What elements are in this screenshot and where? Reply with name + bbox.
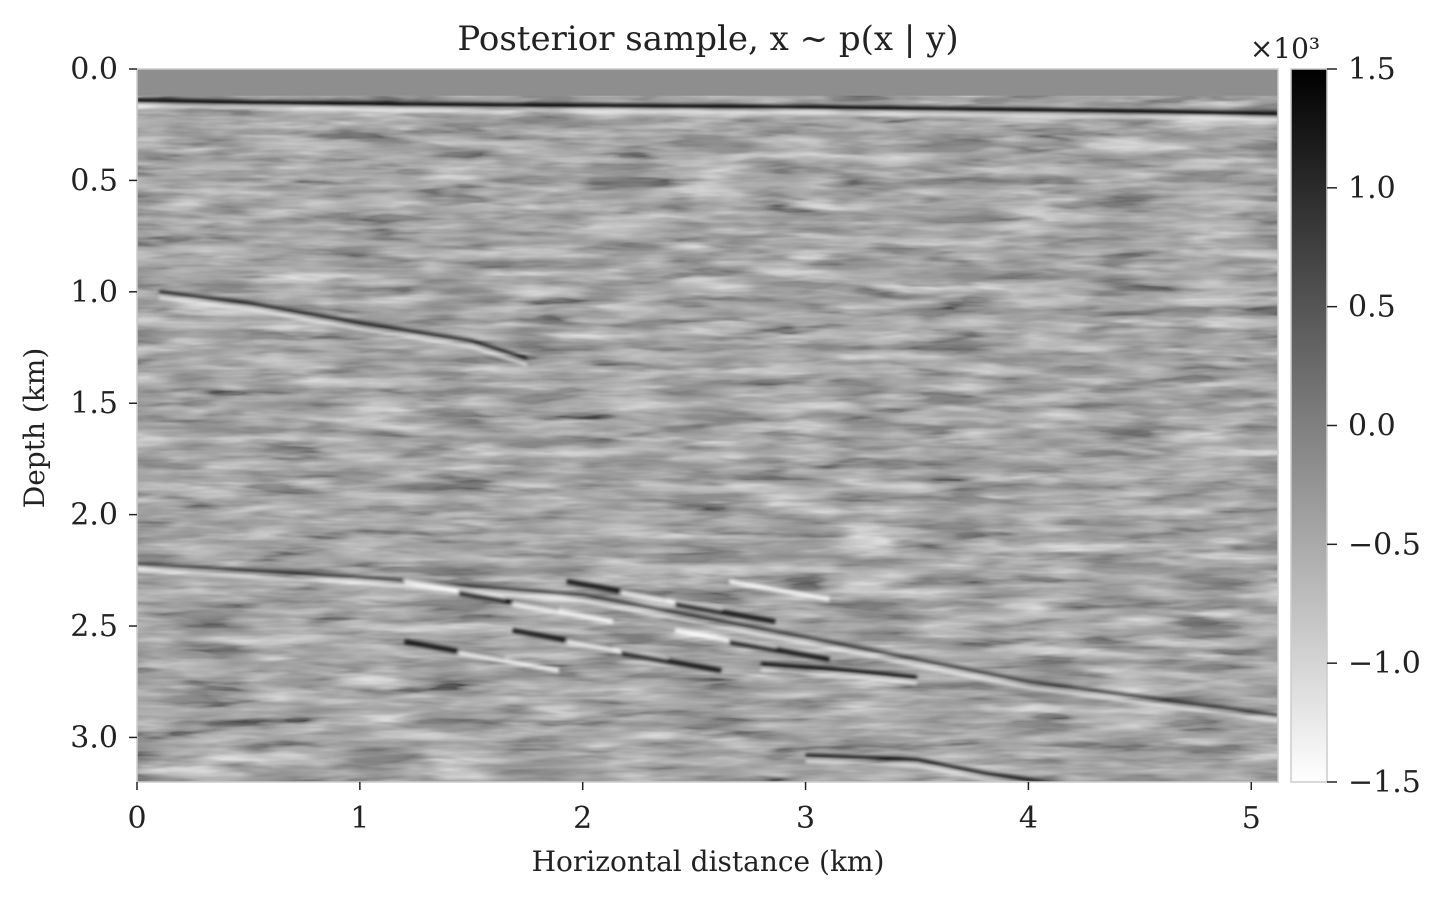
y-axis-ticks: 0.0 0.5 1.0 1.5 2.0 2.5 3.0 — [70, 52, 137, 755]
reflector-layer — [137, 98, 1278, 782]
bright-zone-streak — [458, 650, 560, 674]
heatmap-image — [137, 69, 1278, 782]
colorbar: 1.5 1.0 0.5 0.0 −0.5 −1.0 −1.5 ×10³ — [1250, 32, 1421, 800]
x-tick-label: 5 — [1242, 801, 1261, 836]
x-axis-ticks: 0 1 2 3 4 5 — [127, 782, 1261, 836]
reflector-dark-4 — [805, 753, 1057, 782]
y-tick-label: 3.0 — [70, 720, 118, 755]
y-tick-label: 2.0 — [70, 498, 118, 533]
bright-zone-streak — [674, 601, 776, 625]
reflector-light-0 — [137, 104, 1278, 122]
reflector-dark-3 — [760, 661, 918, 680]
plot-frame — [136, 68, 1279, 783]
chart-title: Posterior sample, x ~ p(x | y) — [457, 19, 958, 59]
colorbar-tick-label: −1.0 — [1348, 646, 1421, 681]
reflector-light-4 — [805, 759, 1014, 782]
y-tick-label: 0.5 — [70, 163, 118, 198]
x-tick-label: 0 — [127, 801, 146, 836]
colorbar-gradient — [1291, 69, 1327, 782]
bright-zone-streak — [620, 650, 722, 674]
colorbar-multiplier: ×10³ — [1250, 32, 1320, 65]
bright-zone-streak — [728, 579, 830, 602]
colorbar-tick-label: 0.0 — [1348, 409, 1396, 444]
y-tick-label: 1.0 — [70, 275, 118, 310]
seismic-texture — [137, 69, 1278, 782]
y-tick-label: 1.5 — [70, 386, 118, 421]
y-tick-label: 0.0 — [70, 52, 118, 87]
bright-zone-streak — [728, 639, 830, 662]
reflector-light-3 — [760, 668, 918, 685]
y-axis-label: Depth (km) — [18, 348, 51, 509]
reflector-dark-0 — [137, 98, 1278, 116]
reflector-light-2 — [137, 568, 1278, 723]
colorbar-tick-label: 0.5 — [1348, 290, 1396, 325]
colorbar-tick-label: −0.5 — [1348, 527, 1421, 562]
reflector-dark-2 — [137, 561, 1278, 718]
reflector-dark-1 — [159, 289, 528, 361]
x-tick-label: 3 — [796, 801, 815, 836]
colorbar-ticks: 1.5 1.0 0.5 0.0 −0.5 −1.0 −1.5 — [1327, 52, 1421, 800]
x-tick-label: 2 — [573, 801, 592, 836]
x-tick-label: 1 — [350, 801, 369, 836]
y-tick-label: 2.5 — [70, 609, 118, 644]
colorbar-tick-label: 1.5 — [1348, 52, 1396, 87]
x-tick-label: 4 — [1019, 801, 1038, 836]
colorbar-tick-label: −1.5 — [1348, 765, 1421, 800]
reflector-light-1 — [159, 296, 528, 367]
x-axis-label: Horizontal distance (km) — [532, 845, 885, 878]
bright-zone-streak — [512, 601, 614, 625]
water-layer — [137, 69, 1278, 96]
colorbar-tick-label: 1.0 — [1348, 171, 1396, 206]
